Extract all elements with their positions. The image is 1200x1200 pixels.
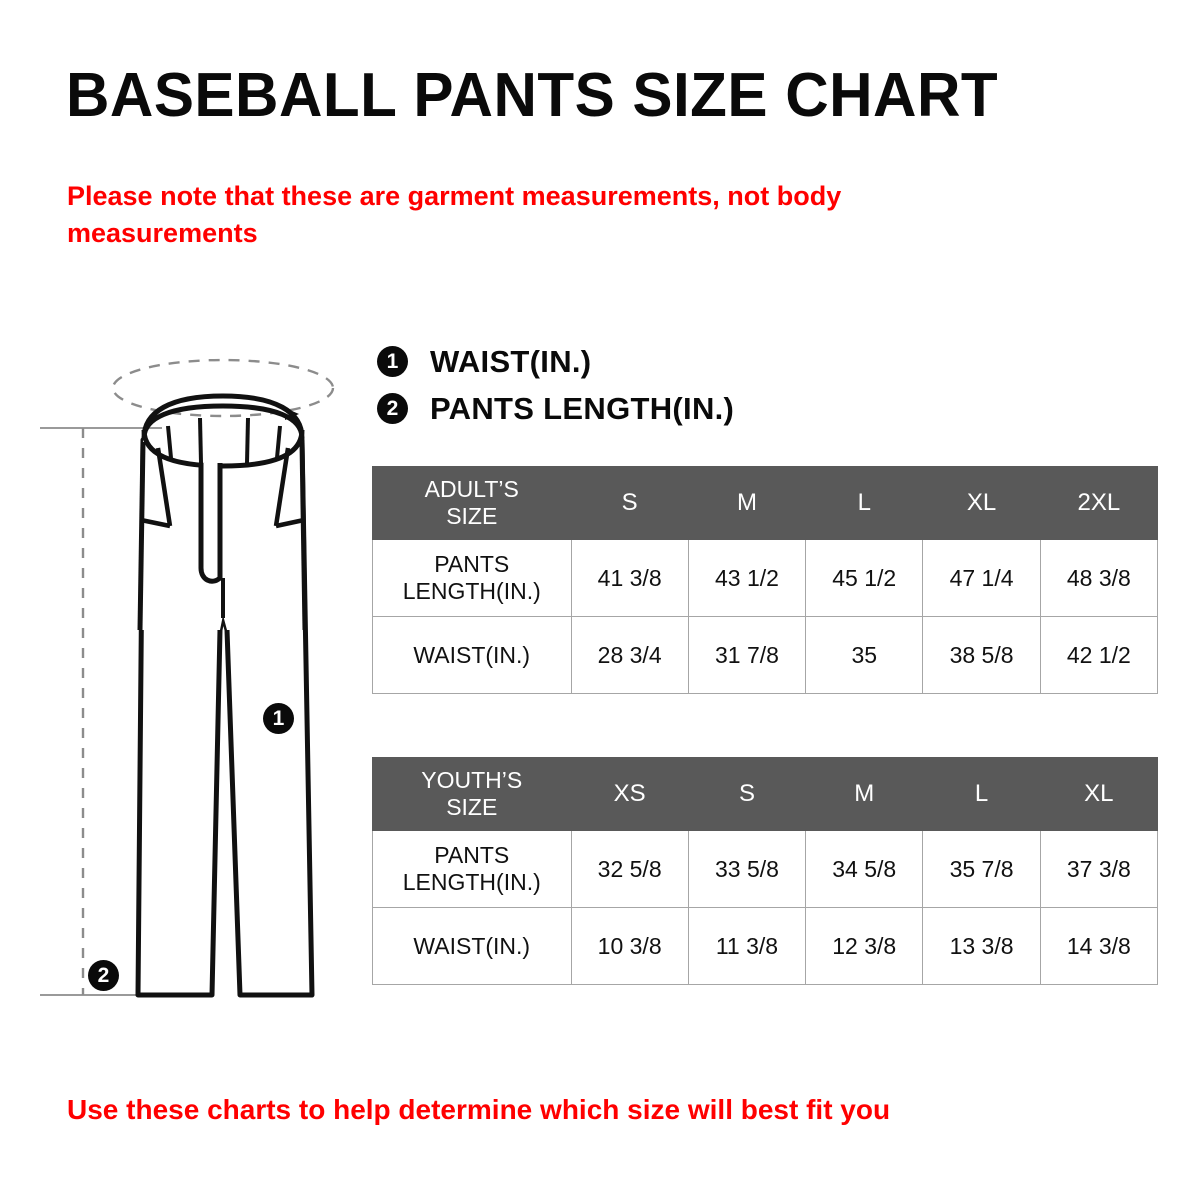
- adult-row-label-waist: WAIST(IN.): [372, 616, 572, 694]
- adult-waist-xl: 38 5/8: [922, 616, 1041, 694]
- adult-column-2xl: 2XL: [1039, 466, 1159, 540]
- belt-loop-center-right: [245, 417, 250, 464]
- table-row: PANTS LENGTH(IN.) 32 5/8 33 5/8 34 5/8 3…: [372, 830, 1159, 908]
- page-title: BASEBALL PANTS SIZE CHART: [66, 61, 999, 130]
- adult-size-table: ADULT’S SIZE S M L XL 2XL PANTS LENGTH(I…: [372, 466, 1159, 694]
- youth-waist-l: 13 3/8: [922, 907, 1041, 985]
- youth-pants-length-m: 34 5/8: [805, 830, 924, 908]
- diagram-marker-pants-length: 2: [88, 960, 119, 991]
- youth-size-table: YOUTH’S SIZE XS S M L XL PANTS LENGTH(IN…: [372, 757, 1159, 985]
- corner-line-2: SIZE: [446, 503, 498, 529]
- legend-label-waist: WAIST(IN.): [430, 343, 592, 379]
- youth-row-label-pants-length: PANTS LENGTH(IN.): [372, 830, 572, 908]
- adult-pants-length-l: 45 1/2: [805, 539, 924, 617]
- table-row: WAIST(IN.) 28 3/4 31 7/8 35 38 5/8 42 1/…: [372, 616, 1159, 694]
- youth-pants-length-l: 35 7/8: [922, 830, 1041, 908]
- marker-two-icon: 2: [377, 393, 408, 424]
- pocket-left: [155, 447, 173, 527]
- row-label-line-1: PANTS: [434, 551, 510, 577]
- measurement-note: Please note that these are garment measu…: [67, 181, 842, 248]
- row-label-line-1: PANTS: [434, 842, 510, 868]
- youth-column-xl: XL: [1039, 757, 1159, 831]
- adult-waist-2xl: 42 1/2: [1039, 616, 1159, 694]
- adult-waist-l: 35: [805, 616, 924, 694]
- youth-table-header-row: YOUTH’S SIZE XS S M L XL: [372, 757, 1159, 831]
- table-row: WAIST(IN.) 10 3/8 11 3/8 12 3/8 13 3/8 1…: [372, 907, 1159, 985]
- youth-row-label-waist: WAIST(IN.): [372, 907, 572, 985]
- pocket-left-edge: [140, 517, 171, 529]
- corner-line-1: YOUTH’S: [421, 767, 523, 793]
- pants-side-left: [137, 441, 146, 631]
- youth-pants-length-s: 33 5/8: [687, 830, 807, 908]
- adult-pants-length-xl: 47 1/4: [922, 539, 1041, 617]
- belt-loop-center-left: [198, 417, 203, 464]
- youth-pants-length-xl: 37 3/8: [1039, 830, 1159, 908]
- adult-column-xl: XL: [922, 466, 1041, 540]
- youth-waist-m: 12 3/8: [805, 907, 924, 985]
- marker-one-icon: 1: [377, 346, 408, 377]
- adult-column-m: M: [687, 466, 807, 540]
- diagram-marker-waist: 1: [263, 703, 294, 734]
- youth-column-m: M: [805, 757, 924, 831]
- belt-loop-right: [275, 425, 282, 459]
- measurement-legend: 1 WAIST(IN.) 2 PANTS LENGTH(IN.): [377, 338, 734, 432]
- adult-column-s: S: [570, 466, 689, 540]
- legend-label-pants-length: PANTS LENGTH(IN.): [430, 390, 735, 426]
- adult-column-l: L: [805, 466, 924, 540]
- adult-pants-length-2xl: 48 3/8: [1039, 539, 1159, 617]
- corner-line-1: ADULT’S: [424, 476, 519, 502]
- legend-item-waist: 1 WAIST(IN.): [377, 338, 734, 385]
- belt-loop-left: [166, 425, 173, 459]
- row-label-line-2: LENGTH(IN.): [402, 578, 541, 604]
- baseball-pants-outline-icon: [40, 358, 335, 998]
- adult-waist-s: 28 3/4: [570, 616, 689, 694]
- adult-pants-length-s: 41 3/8: [570, 539, 689, 617]
- footer-note: Use these charts to help determine which…: [67, 1094, 891, 1125]
- adult-size-corner-label: ADULT’S SIZE: [372, 466, 572, 540]
- pocket-right-edge: [275, 517, 305, 529]
- youth-waist-s: 11 3/8: [687, 907, 807, 985]
- youth-pants-length-xs: 32 5/8: [570, 830, 689, 908]
- row-label-line-2: LENGTH(IN.): [402, 869, 541, 895]
- youth-column-xs: XS: [570, 757, 689, 831]
- legend-item-pants-length: 2 PANTS LENGTH(IN.): [377, 385, 734, 432]
- youth-column-s: S: [687, 757, 807, 831]
- pants-side-right: [299, 441, 308, 631]
- table-row: PANTS LENGTH(IN.) 41 3/8 43 1/2 45 1/2 4…: [372, 539, 1159, 617]
- youth-waist-xl: 14 3/8: [1039, 907, 1159, 985]
- youth-waist-xs: 10 3/8: [570, 907, 689, 985]
- pocket-right: [273, 447, 291, 527]
- adult-table-header-row: ADULT’S SIZE S M L XL 2XL: [372, 466, 1159, 540]
- youth-size-corner-label: YOUTH’S SIZE: [372, 757, 572, 831]
- pants-fly-placket: [198, 463, 223, 584]
- adult-row-label-pants-length: PANTS LENGTH(IN.): [372, 539, 572, 617]
- corner-line-2: SIZE: [446, 794, 498, 820]
- dashed-ellipse-measure-icon: [111, 358, 335, 418]
- pants-waistband-bottom: [141, 429, 305, 469]
- pants-diagram: 1 2: [40, 330, 385, 1030]
- adult-waist-m: 31 7/8: [687, 616, 807, 694]
- youth-column-l: L: [922, 757, 1041, 831]
- adult-pants-length-m: 43 1/2: [687, 539, 807, 617]
